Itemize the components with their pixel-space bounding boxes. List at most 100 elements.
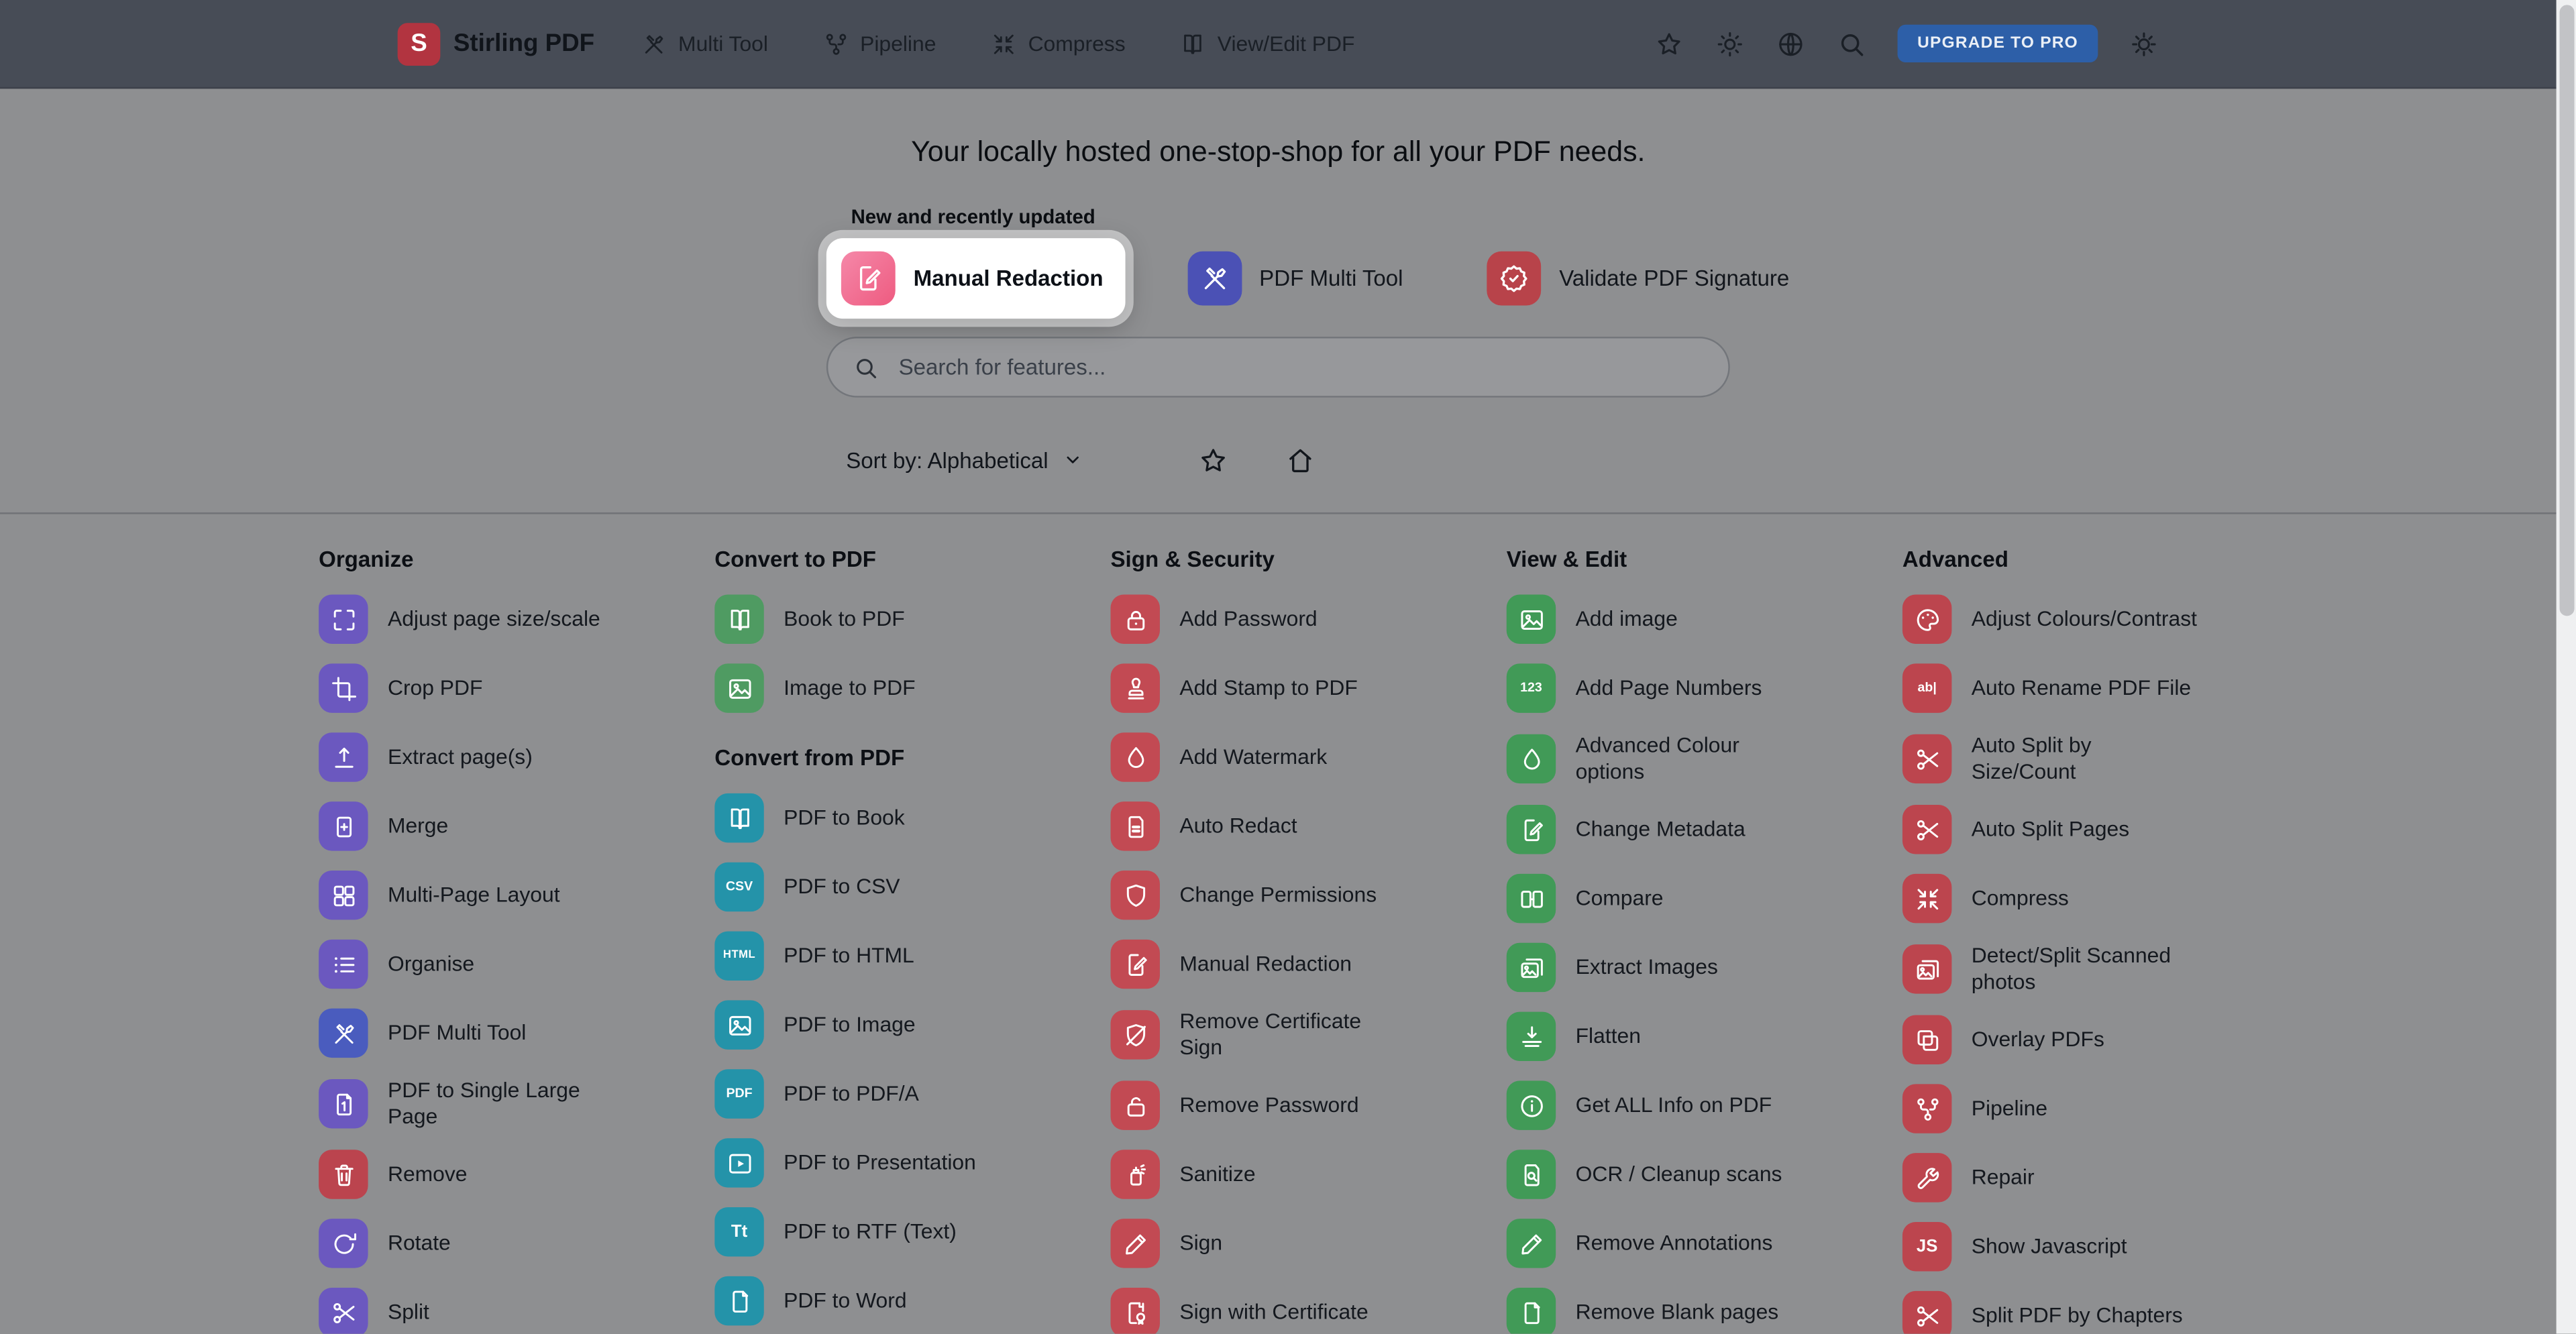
feature-search-bar[interactable] xyxy=(826,337,1730,398)
feature-add-watermark[interactable]: Add Watermark xyxy=(1110,732,1448,782)
search-icon xyxy=(853,354,879,380)
feature-repair[interactable]: Repair xyxy=(1902,1153,2239,1203)
sort-dropdown[interactable]: Sort by: Alphabetical xyxy=(846,447,1083,472)
language-button[interactable] xyxy=(1776,29,1806,58)
scrollbar-thumb[interactable] xyxy=(2559,5,2574,616)
feature-pdf-to-single-large-page[interactable]: PDF to Single Large Page xyxy=(319,1078,655,1130)
featured-validate-pdf-signature[interactable]: Validate PDF Signature xyxy=(1472,237,1811,318)
feature-item-label: PDF to Word xyxy=(784,1288,907,1313)
catalog-column-2: Convert to PDF Book to PDF Image to PDF … xyxy=(714,514,1110,1334)
nav-link-label: View/Edit PDF xyxy=(1217,31,1355,56)
feature-item-label: Remove Annotations xyxy=(1575,1230,1773,1256)
feature-show-javascript[interactable]: JS Show Javascript xyxy=(1902,1222,2239,1272)
feature-auto-split-pages[interactable]: Auto Split Pages xyxy=(1902,805,2239,854)
image-icon xyxy=(714,663,764,713)
feature-item-label: Remove Password xyxy=(1179,1092,1359,1117)
category-header: Sign & Security xyxy=(1110,547,1275,572)
feature-pdf-to-pdf-a[interactable]: PDF PDF to PDF/A xyxy=(714,1069,1051,1119)
feature-manual-redaction[interactable]: Manual Redaction xyxy=(1110,939,1448,989)
feature-item-label: Auto Split Pages xyxy=(1971,816,2130,841)
feature-extract-images[interactable]: Extract Images xyxy=(1506,942,1843,993)
feature-split-pdf-by-chapters[interactable]: Split PDF by Chapters xyxy=(1902,1290,2239,1334)
feature-change-metadata[interactable]: Change Metadata xyxy=(1506,805,1843,854)
feature-rotate[interactable]: Rotate xyxy=(319,1219,655,1268)
featured-manual-redaction[interactable]: Manual Redaction xyxy=(826,237,1125,318)
feature-book-to-pdf[interactable]: Book to PDF xyxy=(714,594,1051,645)
feature-pdf-to-book[interactable]: PDF to Book xyxy=(714,793,1051,843)
feature-item-label: Multi-Page Layout xyxy=(387,882,560,907)
photos-icon xyxy=(1506,942,1556,993)
feature-add-password[interactable]: Add Password xyxy=(1110,594,1448,645)
feature-add-page-numbers[interactable]: 123 Add Page Numbers xyxy=(1506,663,1843,713)
nav-link-view-edit-pdf[interactable]: View/Edit PDF xyxy=(1179,30,1354,56)
feature-sign[interactable]: Sign xyxy=(1110,1219,1448,1268)
feature-pdf-to-presentation[interactable]: PDF to Presentation xyxy=(714,1138,1051,1188)
feature-item-label: Change Permissions xyxy=(1179,882,1377,907)
globe-icon xyxy=(1776,29,1806,58)
resize-icon xyxy=(319,594,368,645)
feature-extract-page-s[interactable]: Extract page(s) xyxy=(319,732,655,782)
shield-icon xyxy=(1110,870,1160,920)
feature-multi-page-layout[interactable]: Multi-Page Layout xyxy=(319,870,655,920)
nav-link-multi-tool[interactable]: Multi Tool xyxy=(641,30,768,56)
feature-add-stamp-to-pdf[interactable]: Add Stamp to PDF xyxy=(1110,663,1448,713)
feature-pdf-to-csv[interactable]: CSV PDF to CSV xyxy=(714,862,1051,912)
upgrade-to-pro-button[interactable]: UPGRADE TO PRO xyxy=(1897,24,2098,63)
feature-pdf-to-word[interactable]: PDF to Word xyxy=(714,1276,1051,1326)
feature-overlay-pdfs[interactable]: Overlay PDFs xyxy=(1902,1015,2239,1064)
feature-crop-pdf[interactable]: Crop PDF xyxy=(319,663,655,713)
doc-icon xyxy=(1506,1288,1556,1334)
feature-ocr-cleanup-scans[interactable]: OCR / Cleanup scans xyxy=(1506,1150,1843,1199)
nav-link-pipeline[interactable]: Pipeline xyxy=(822,30,936,56)
theme-toggle-button[interactable] xyxy=(1715,29,1745,58)
feature-sanitize[interactable]: Sanitize xyxy=(1110,1150,1448,1199)
feature-add-image[interactable]: Add image xyxy=(1506,594,1843,645)
feature-organise[interactable]: Organise xyxy=(319,939,655,989)
feature-change-permissions[interactable]: Change Permissions xyxy=(1110,870,1448,920)
hero-center-column: New and recently updated Manual Redactio… xyxy=(826,205,1789,476)
compress-icon xyxy=(1902,873,1952,924)
scissors-icon xyxy=(1902,805,1952,854)
favorites-button[interactable] xyxy=(1654,29,1684,58)
feature-remove-blank-pages[interactable]: Remove Blank pages xyxy=(1506,1288,1843,1334)
settings-button[interactable] xyxy=(2129,29,2159,58)
feature-sign-with-certificate[interactable]: Sign with Certificate xyxy=(1110,1288,1448,1334)
search-input[interactable] xyxy=(895,353,1704,382)
feature-pipeline[interactable]: Pipeline xyxy=(1902,1084,2239,1133)
feature-adjust-page-size-scale[interactable]: Adjust page size/scale xyxy=(319,594,655,645)
pipeline-icon xyxy=(822,30,849,56)
feature-pdf-to-rtf-text[interactable]: Tt PDF to RTF (Text) xyxy=(714,1207,1051,1257)
feature-compress[interactable]: Compress xyxy=(1902,873,2239,924)
feature-remove-certificate-sign[interactable]: Remove Certificate Sign xyxy=(1110,1009,1448,1061)
feature-auto-rename-pdf-file[interactable]: ab| Auto Rename PDF File xyxy=(1902,663,2239,713)
favorites-filter-button[interactable] xyxy=(1197,444,1229,476)
feature-auto-split-by-size-count[interactable]: Auto Split by Size/Count xyxy=(1902,732,2239,785)
feature-split[interactable]: Split xyxy=(319,1288,655,1334)
featured-pdf-multi-tool[interactable]: PDF Multi Tool xyxy=(1172,237,1424,318)
brand[interactable]: S Stirling PDF xyxy=(397,22,594,65)
feature-merge[interactable]: Merge xyxy=(319,801,655,851)
trash-icon xyxy=(319,1150,368,1199)
feature-item-label: OCR / Cleanup scans xyxy=(1575,1161,1782,1186)
redaction-pen-icon xyxy=(841,250,896,305)
search-button[interactable] xyxy=(1837,29,1866,58)
feature-advanced-colour-options[interactable]: Advanced Colour options xyxy=(1506,732,1843,785)
scrollbar[interactable] xyxy=(2556,0,2576,1334)
feature-flatten[interactable]: Flatten xyxy=(1506,1011,1843,1062)
feature-remove-password[interactable]: Remove Password xyxy=(1110,1080,1448,1130)
feature-adjust-colours-contrast[interactable]: Adjust Colours/Contrast xyxy=(1902,594,2239,645)
feature-detect-split-scanned-photos[interactable]: Detect/Split Scanned photos xyxy=(1902,943,2239,995)
pen-icon xyxy=(1110,1219,1160,1268)
nav-link-compress[interactable]: Compress xyxy=(990,30,1126,56)
feature-remove-annotations[interactable]: Remove Annotations xyxy=(1506,1219,1843,1268)
feature-pdf-to-html[interactable]: HTML PDF to HTML xyxy=(714,931,1051,981)
feature-compare[interactable]: Compare xyxy=(1506,873,1843,924)
feature-remove[interactable]: Remove xyxy=(319,1150,655,1199)
feature-auto-redact[interactable]: Auto Redact xyxy=(1110,801,1448,851)
feature-image-to-pdf[interactable]: Image to PDF xyxy=(714,663,1051,713)
feature-item-label: PDF to Image xyxy=(784,1011,916,1037)
feature-pdf-multi-tool[interactable]: PDF Multi Tool xyxy=(319,1008,655,1058)
home-filter-button[interactable] xyxy=(1285,444,1316,476)
feature-get-all-info-on-pdf[interactable]: Get ALL Info on PDF xyxy=(1506,1080,1843,1130)
feature-pdf-to-image[interactable]: PDF to Image xyxy=(714,1000,1051,1050)
